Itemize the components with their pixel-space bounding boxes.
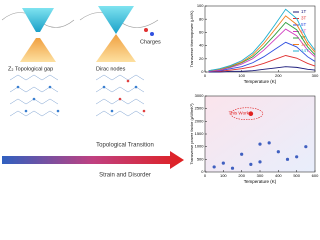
legend-label: 3T xyxy=(301,16,307,21)
series-line xyxy=(208,21,316,72)
point xyxy=(285,157,290,161)
point xyxy=(267,141,271,145)
legend-label: 5T xyxy=(301,22,307,27)
x-tick-label: 300 xyxy=(312,73,319,78)
x-tick-label: 600 xyxy=(312,173,319,178)
label: Dirac nodes xyxy=(96,66,126,72)
x-tick-label: 0 xyxy=(204,173,207,178)
x-axis-label: Temperature (K) xyxy=(244,79,277,84)
legend-label: 8T xyxy=(301,29,307,34)
point xyxy=(276,150,280,154)
point xyxy=(258,142,262,146)
point xyxy=(212,165,216,169)
point xyxy=(240,152,244,156)
x-tick-label: 400 xyxy=(275,173,282,178)
point xyxy=(295,155,299,159)
y-tick-label: 3000 xyxy=(195,93,205,98)
plot-frame xyxy=(204,5,316,73)
x-tick-label: 200 xyxy=(238,173,245,178)
point xyxy=(230,166,235,170)
point xyxy=(248,111,254,117)
y-tick-label: 0 xyxy=(201,169,204,174)
legend-label: 1T xyxy=(301,9,307,14)
x-tick-label: 500 xyxy=(293,173,300,178)
series-line xyxy=(208,15,316,72)
y-tick-label: 40 xyxy=(199,43,204,48)
series-line xyxy=(208,41,316,72)
y-tick-label: 1000 xyxy=(195,144,205,149)
point xyxy=(249,162,253,166)
point xyxy=(304,145,308,149)
legend-label: 14T xyxy=(301,48,309,53)
plot-background xyxy=(205,96,315,172)
graphical-abstract: Z₂ Topological gap Dirac nodes Charges T… xyxy=(1,3,319,184)
x-tick-label: 100 xyxy=(238,73,245,78)
series-line xyxy=(208,66,316,73)
illustration: Z₂ Topological gap Dirac nodes Charges T… xyxy=(1,6,184,179)
label: Z₂ Topological gap xyxy=(8,66,53,72)
y-tick-label: 2000 xyxy=(195,118,205,123)
y-tick-label: 2500 xyxy=(195,106,205,111)
x-tick-label: 100 xyxy=(220,173,227,178)
series-line xyxy=(208,55,316,72)
y-tick-label: 80 xyxy=(199,16,204,21)
highlight xyxy=(230,107,264,121)
y-tick-label: 100 xyxy=(197,3,204,8)
y-tick-label: 60 xyxy=(199,29,204,34)
label: Topological Transition xyxy=(96,143,154,149)
y-tick-label: 0 xyxy=(201,69,204,74)
x-axis-label: Temperature (K) xyxy=(244,179,277,184)
y-axis-label: Transverse power factor (μW/mK²) xyxy=(189,103,194,165)
point xyxy=(258,160,262,164)
label: Strain and Disorder xyxy=(99,173,151,179)
y-tick-label: 20 xyxy=(199,56,204,61)
series-line xyxy=(208,28,316,72)
y-axis-label: Transverse thermopower (μV/K) xyxy=(189,10,194,68)
point xyxy=(221,161,225,165)
x-tick-label: 300 xyxy=(257,173,264,178)
y-tick-label: 1500 xyxy=(195,131,205,136)
series-line xyxy=(208,8,316,72)
x-tick-label: 200 xyxy=(275,73,282,78)
label: Charges xyxy=(140,39,161,45)
annotation: This Work xyxy=(229,110,250,115)
y-tick-label: 500 xyxy=(197,156,204,161)
x-tick-label: 0 xyxy=(204,73,207,78)
legend-label: 12T xyxy=(301,42,309,47)
